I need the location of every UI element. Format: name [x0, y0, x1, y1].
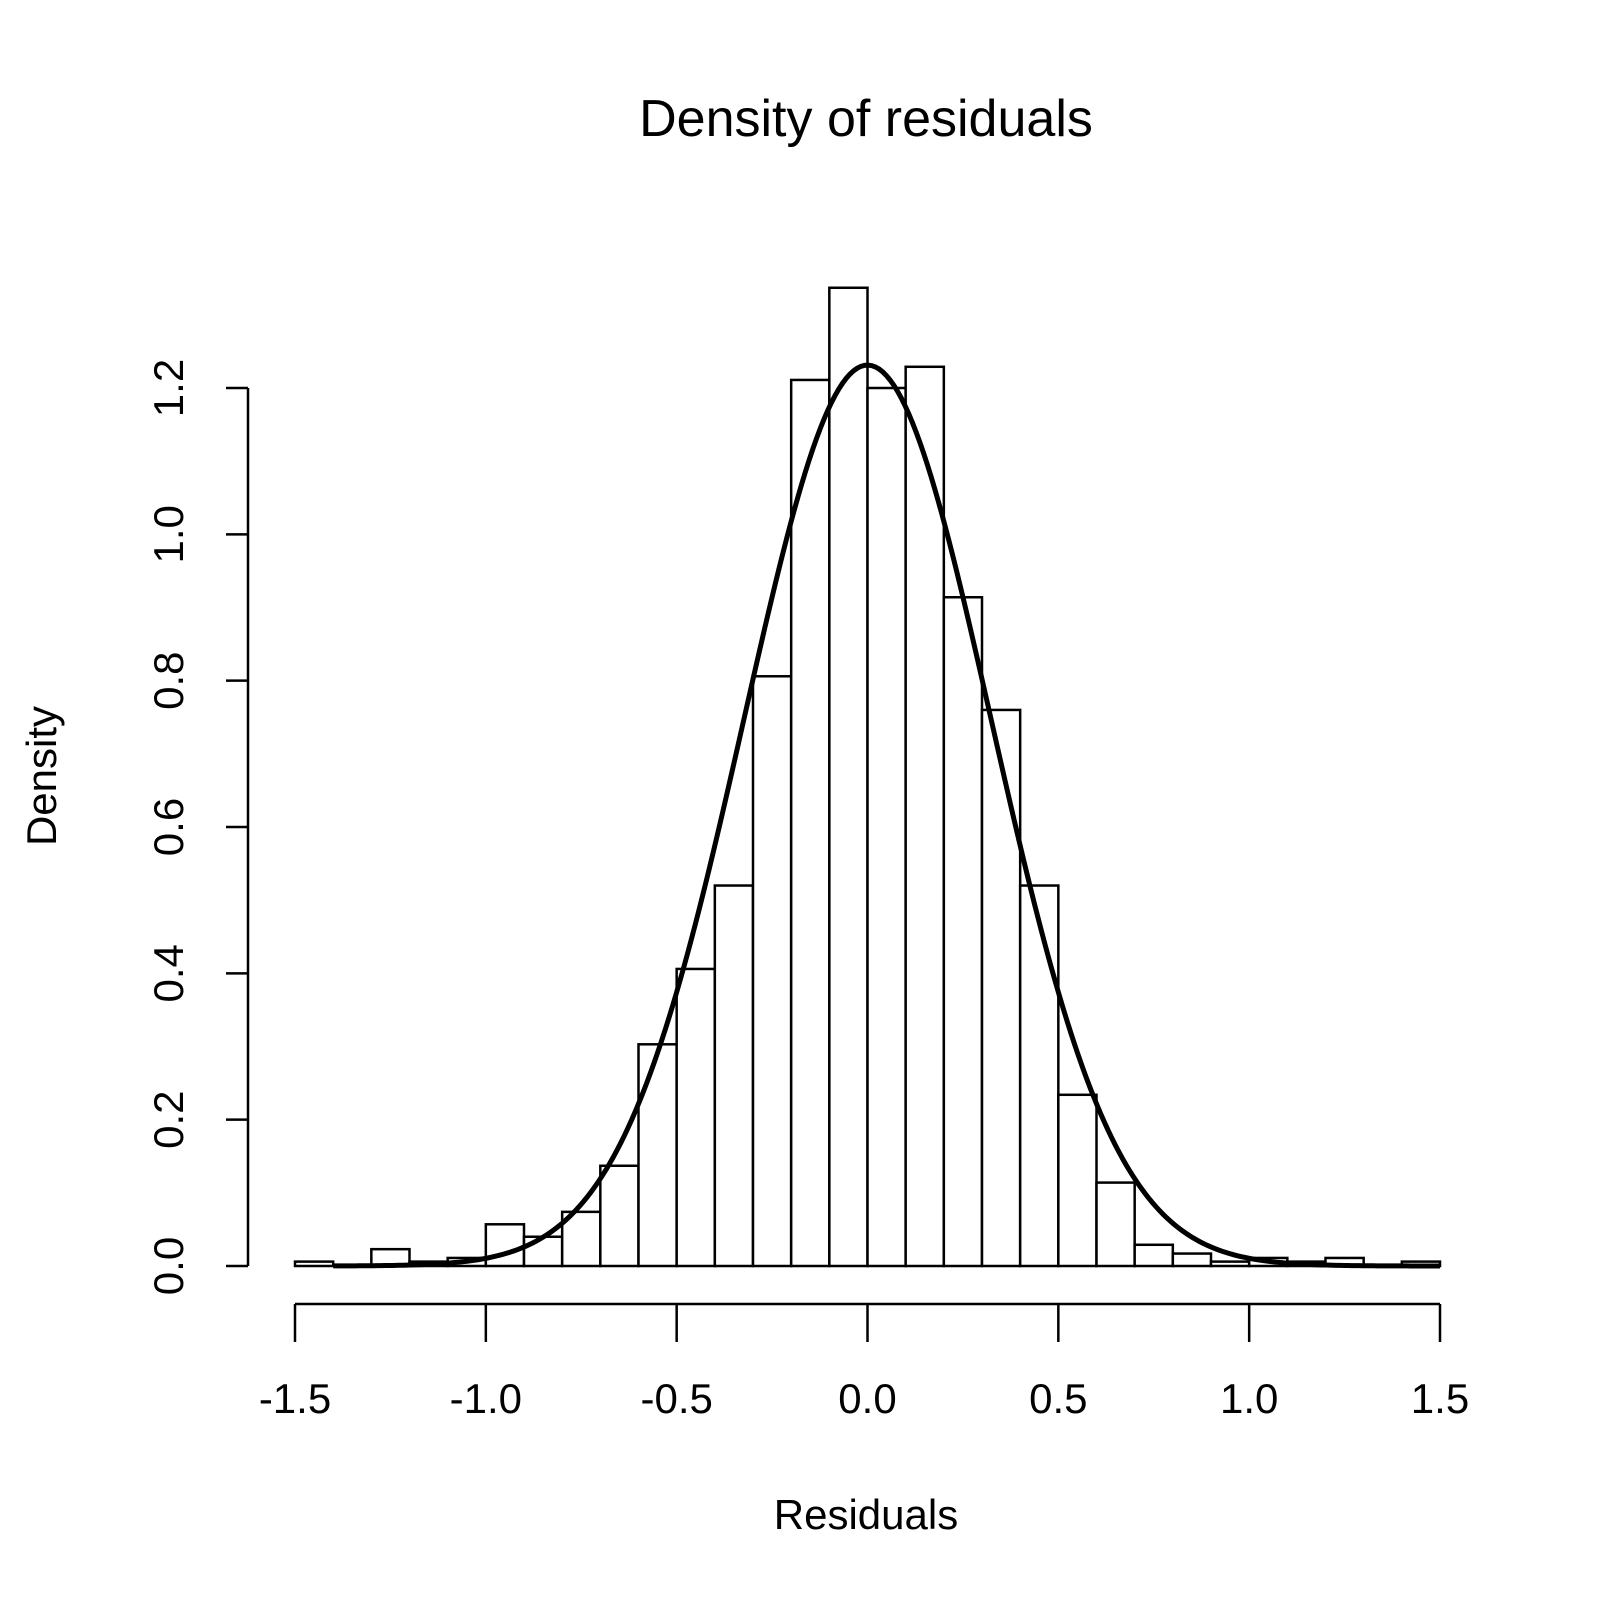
histogram-bar — [828, 286, 869, 1268]
histogram-bars — [293, 286, 1442, 1268]
histogram-bar — [293, 1260, 335, 1268]
normal-density-curve — [333, 362, 1440, 1269]
y-tick-label: 1.0 — [145, 505, 192, 563]
x-tick-label: -1.0 — [450, 1375, 522, 1422]
histogram-bar — [522, 1235, 564, 1268]
x-tick-label: 1.5 — [1411, 1375, 1469, 1422]
histogram-bar — [751, 675, 793, 1268]
histogram-bar — [599, 1164, 640, 1268]
histogram-bar — [866, 386, 907, 1268]
x-tick-label: 0.5 — [1029, 1375, 1087, 1422]
y-tick-label: 0.8 — [145, 651, 192, 709]
y-tick-label: 0.4 — [145, 944, 192, 1002]
histogram-bar — [1018, 884, 1060, 1268]
y-axis-label: Density — [18, 706, 65, 846]
histogram-bar — [1057, 1093, 1098, 1268]
histogram-bar — [980, 708, 1022, 1268]
x-tick-label: 1.0 — [1220, 1375, 1278, 1422]
histogram-bar — [789, 378, 831, 1268]
y-tick-label: 0.6 — [145, 798, 192, 856]
histogram-bar — [484, 1223, 526, 1268]
x-tick-label: -1.5 — [259, 1375, 331, 1422]
x-tick-label: 0.0 — [838, 1375, 896, 1422]
y-tick-label: 0.0 — [145, 1237, 192, 1295]
histogram-bar — [1209, 1260, 1251, 1268]
histogram-bar — [1133, 1243, 1175, 1268]
histogram-bar — [1171, 1252, 1213, 1268]
histogram-bar — [942, 596, 984, 1268]
y-tick-label: 1.2 — [145, 359, 192, 417]
x-axis-label: Residuals — [774, 1491, 958, 1538]
y-axis: 0.0 0.2 0.4 0.6 0.8 1.0 1.2 — [145, 359, 250, 1295]
histogram-bar — [1095, 1181, 1136, 1268]
x-axis: -1.5 -1.0 -0.5 0.0 0.5 1.0 1.5 — [259, 1302, 1469, 1422]
y-tick-label: 0.2 — [145, 1090, 192, 1148]
histogram-bar — [904, 365, 946, 1268]
x-tick-label: -0.5 — [640, 1375, 712, 1422]
histogram-bar — [675, 967, 717, 1268]
histogram-bar — [637, 1043, 678, 1268]
chart-title: Density of residuals — [639, 90, 1093, 148]
histogram-bar — [713, 884, 755, 1268]
